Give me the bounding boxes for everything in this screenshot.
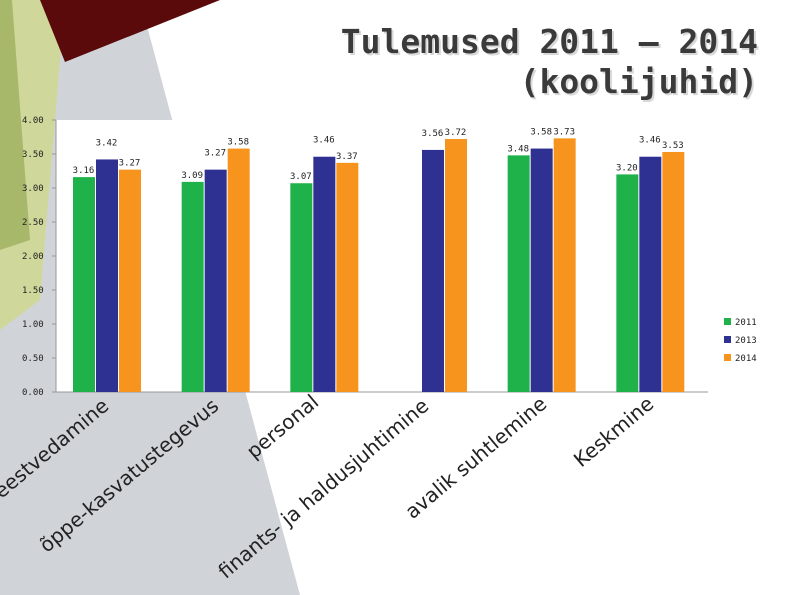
- bar-2013: [422, 149, 444, 392]
- legend-swatch-2013: [724, 336, 731, 343]
- decor-dark-red-shape: [40, 0, 220, 62]
- bar-2011: [290, 183, 313, 392]
- bar-2014: [662, 151, 685, 392]
- legend-label: 2013: [735, 336, 757, 346]
- bar-2011: [507, 155, 530, 392]
- y-tick-label: 3.50: [22, 150, 44, 160]
- x-category-label: personal: [242, 389, 324, 463]
- bar-2013: [313, 156, 336, 392]
- data-label: 3.56: [422, 129, 444, 139]
- bar-2014: [553, 138, 576, 392]
- data-label: 3.48: [507, 144, 529, 154]
- y-tick-label: 1.00: [22, 320, 44, 330]
- bar-2011: [73, 177, 95, 392]
- data-label: 3.46: [313, 136, 335, 146]
- data-label: 3.53: [662, 141, 684, 151]
- legend-label: 2011: [735, 318, 757, 328]
- y-tick-label: 1.50: [22, 286, 44, 296]
- data-label: 3.58: [227, 138, 249, 148]
- data-label: 3.27: [119, 159, 141, 169]
- data-label: 3.73: [553, 127, 575, 137]
- bar-2014: [227, 148, 250, 392]
- decor-green-shape: [0, 0, 30, 250]
- page-title-line1: Tulemused 2011 – 2014: [340, 22, 758, 61]
- data-label: 3.46: [639, 136, 661, 146]
- y-tick-label: 0.50: [22, 354, 44, 364]
- legend-swatch-2011: [724, 318, 731, 325]
- plot-area: [56, 120, 708, 392]
- data-label: 3.09: [181, 171, 203, 181]
- legend-swatch-2014: [724, 354, 731, 361]
- data-label: 3.27: [204, 149, 226, 159]
- bar-2013: [639, 156, 662, 392]
- page-title-line2: (koolijuhid): [519, 62, 758, 101]
- bar-2014: [445, 139, 467, 392]
- bar-2013: [530, 148, 553, 392]
- y-tick-label: 3.00: [22, 184, 44, 194]
- data-label: 3.20: [616, 163, 638, 173]
- data-label: 3.58: [530, 128, 552, 138]
- data-label: 3.37: [336, 152, 358, 162]
- bar-2011: [181, 181, 204, 392]
- data-label: 3.07: [290, 172, 312, 182]
- data-label: 3.72: [445, 128, 467, 138]
- y-tick-label: 0.00: [22, 388, 44, 398]
- y-tick-label: 4.00: [22, 116, 44, 126]
- x-category-label: õppe-kasvatustegevus: [35, 393, 224, 557]
- bar-2014: [119, 169, 141, 392]
- legend-label: 2014: [735, 354, 757, 364]
- bar-2013: [204, 169, 227, 392]
- bar-2011: [616, 174, 639, 392]
- y-tick-label: 2.00: [22, 252, 44, 262]
- data-label: 3.42: [96, 138, 118, 148]
- bar-2014: [336, 162, 359, 392]
- x-category-label: finants- ja haldusjuhtimine: [213, 393, 433, 583]
- bar-2013: [96, 159, 118, 392]
- data-label: 3.16: [73, 166, 95, 176]
- y-tick-label: 2.50: [22, 218, 44, 228]
- x-category-label: Keskmine: [569, 391, 658, 471]
